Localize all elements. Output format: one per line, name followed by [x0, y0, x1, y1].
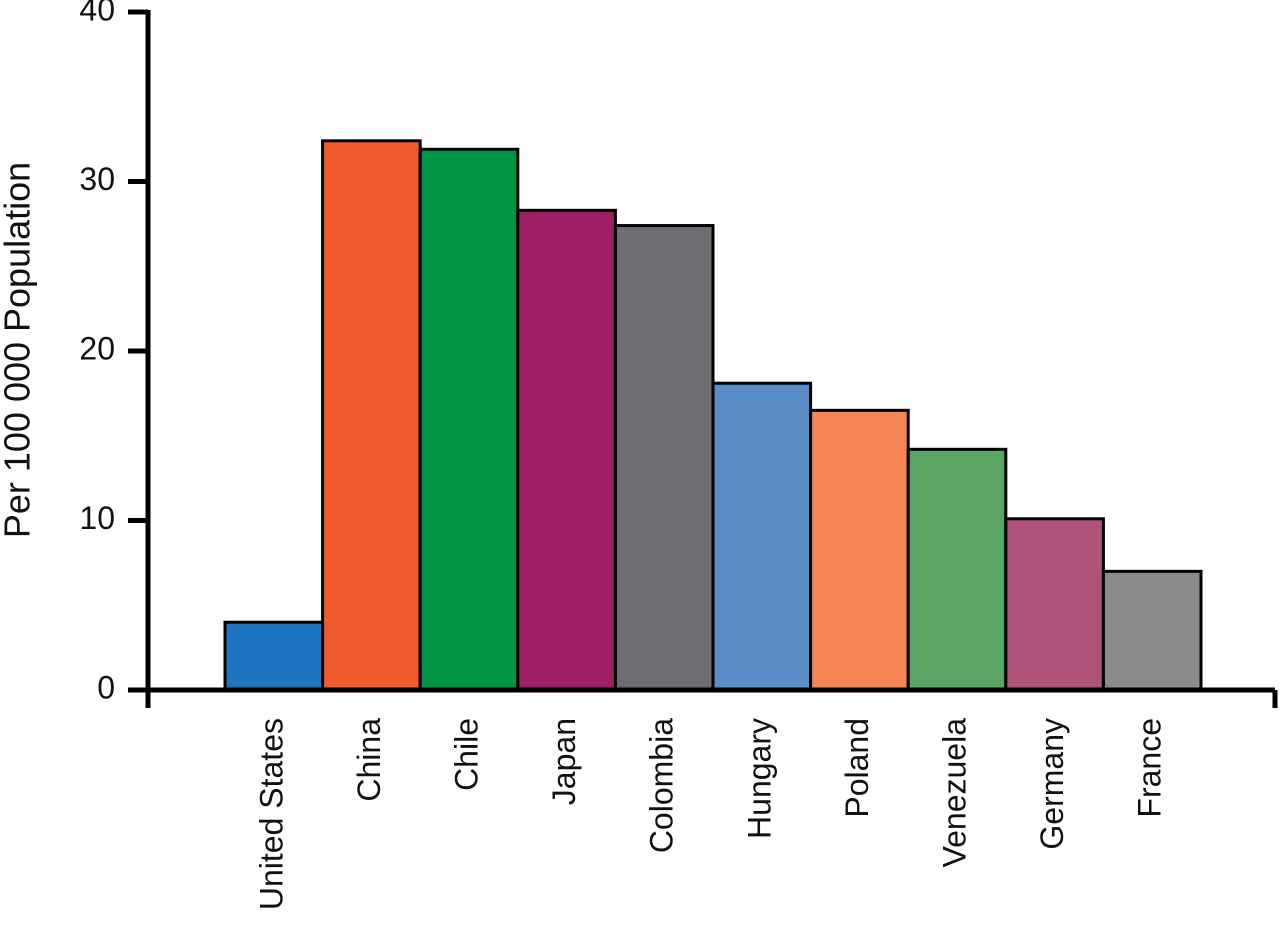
bar	[1004, 517, 1105, 692]
x-tick-label: Germany	[1034, 718, 1070, 850]
y-tick-label: 30	[79, 161, 115, 197]
y-tick-label: 20	[79, 330, 115, 366]
y-axis-label: Per 100 000 Population	[0, 162, 38, 538]
x-tick-label: Chile	[448, 718, 484, 791]
bar	[711, 381, 813, 692]
x-tick-label: China	[351, 718, 387, 802]
bar	[613, 224, 715, 692]
x-tick-label: United States	[253, 718, 289, 910]
y-tick-label: 40	[79, 0, 115, 27]
y-tick-label: 10	[79, 500, 115, 536]
bar	[223, 620, 325, 692]
x-tick-label: Hungary	[741, 718, 777, 839]
bar	[809, 408, 910, 692]
bar	[321, 139, 422, 692]
x-tick-label: Japan	[546, 718, 582, 805]
y-tick-label: 0	[97, 669, 115, 705]
bar	[1101, 569, 1203, 692]
bar	[906, 447, 1008, 692]
bar	[418, 147, 520, 692]
bar	[516, 208, 617, 692]
x-tick-label: Venezuela	[936, 718, 972, 868]
x-tick-label: France	[1132, 718, 1168, 818]
x-tick-label: Poland	[839, 718, 875, 818]
x-tick-label: Colombia	[644, 718, 680, 853]
